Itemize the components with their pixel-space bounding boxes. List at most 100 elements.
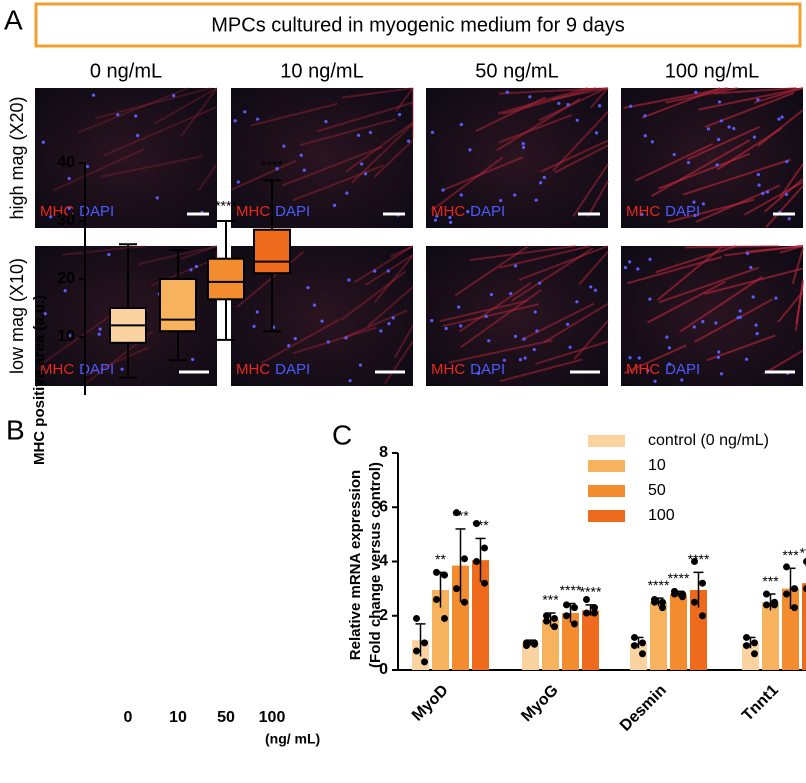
bar — [690, 589, 707, 670]
data-point — [763, 590, 770, 598]
legend-swatch — [588, 435, 625, 447]
significance: *** — [542, 592, 559, 608]
nucleus — [502, 358, 506, 362]
fiber — [744, 181, 804, 216]
nucleus — [523, 356, 527, 360]
nucleus — [755, 332, 759, 336]
data-point — [543, 617, 550, 625]
nucleus — [320, 319, 324, 323]
x-tick-label: Desmin — [617, 682, 670, 735]
fiber — [518, 245, 609, 281]
bar — [762, 602, 779, 670]
data-point — [551, 614, 558, 622]
fiber — [460, 289, 542, 349]
data-point — [743, 633, 750, 641]
fiber — [627, 255, 723, 285]
nucleus — [299, 153, 303, 157]
data-point — [783, 563, 790, 571]
nucleus — [518, 357, 523, 362]
nucleus — [692, 325, 696, 329]
fiber — [540, 139, 609, 173]
fiber — [103, 105, 218, 157]
x-tick-label: Tnnt1 — [739, 682, 782, 725]
fiber — [538, 87, 607, 122]
nucleus — [719, 119, 723, 123]
data-point — [433, 595, 440, 603]
stain-label: MHC — [626, 203, 660, 220]
fiber — [350, 122, 414, 184]
fiber — [679, 275, 763, 333]
nucleus — [716, 355, 720, 359]
fiber — [777, 291, 804, 323]
stain-label: MHC — [431, 361, 465, 378]
nucleus — [701, 202, 705, 206]
data-point — [791, 604, 798, 612]
nucleus — [256, 117, 260, 121]
nucleus — [566, 103, 570, 107]
nucleus — [568, 345, 572, 349]
nucleus — [648, 297, 652, 301]
fiber — [390, 245, 414, 258]
nucleus — [623, 266, 628, 270]
nucleus — [505, 90, 509, 94]
x-tick-label: MyoD — [409, 682, 452, 725]
nucleus — [386, 269, 390, 273]
nucleus — [49, 215, 53, 219]
data-point — [743, 642, 750, 650]
nucleus — [719, 372, 724, 376]
fiber — [448, 339, 553, 364]
fiber — [765, 185, 804, 229]
data-point — [481, 579, 488, 587]
x-tick-label: 10 — [169, 709, 187, 726]
nucleus — [332, 203, 337, 207]
nucleus — [194, 264, 199, 269]
significance: *** — [762, 573, 779, 589]
nucleus — [566, 322, 570, 326]
fiber — [694, 298, 774, 343]
fiber — [395, 87, 414, 112]
significance: **** — [261, 157, 283, 173]
nucleus — [120, 367, 124, 371]
fiber — [656, 245, 724, 301]
nucleus — [459, 324, 463, 328]
legend-swatch — [588, 510, 625, 522]
nucleus — [63, 289, 67, 293]
nucleus — [701, 320, 705, 324]
data-point — [803, 558, 806, 565]
data-point — [453, 509, 460, 517]
fiber — [554, 144, 609, 174]
nucleus — [136, 133, 140, 138]
fiber — [623, 87, 728, 109]
nucleus — [155, 196, 159, 200]
data-point — [441, 571, 448, 579]
stain-label: DAPI — [79, 203, 114, 220]
nucleus — [749, 265, 753, 270]
nucleus — [784, 192, 789, 196]
fiber — [499, 358, 583, 383]
fiber — [475, 96, 547, 132]
y-axis-label: MHC positive area (a.u.) — [31, 295, 48, 465]
nucleus — [189, 268, 193, 272]
nucleus — [648, 257, 652, 261]
nucleus — [107, 252, 111, 257]
stain-label: MHC — [236, 361, 270, 378]
nucleus — [98, 327, 102, 331]
fiber — [469, 245, 576, 262]
significance: **** — [668, 570, 690, 586]
nucleus — [67, 206, 71, 211]
stain-label: MHC — [626, 361, 660, 378]
fiber — [698, 87, 804, 111]
nucleus — [397, 112, 402, 117]
data-point — [691, 598, 698, 606]
fiber — [499, 245, 591, 269]
data-point — [591, 604, 598, 612]
bar — [650, 602, 667, 670]
significance: *** — [782, 547, 799, 563]
fiber — [682, 158, 792, 196]
nucleus — [593, 288, 597, 292]
x-tick-label: 100 — [259, 709, 286, 726]
fiber — [520, 302, 595, 342]
nucleus — [430, 130, 435, 134]
data-point — [531, 639, 538, 647]
nucleus — [441, 188, 445, 192]
